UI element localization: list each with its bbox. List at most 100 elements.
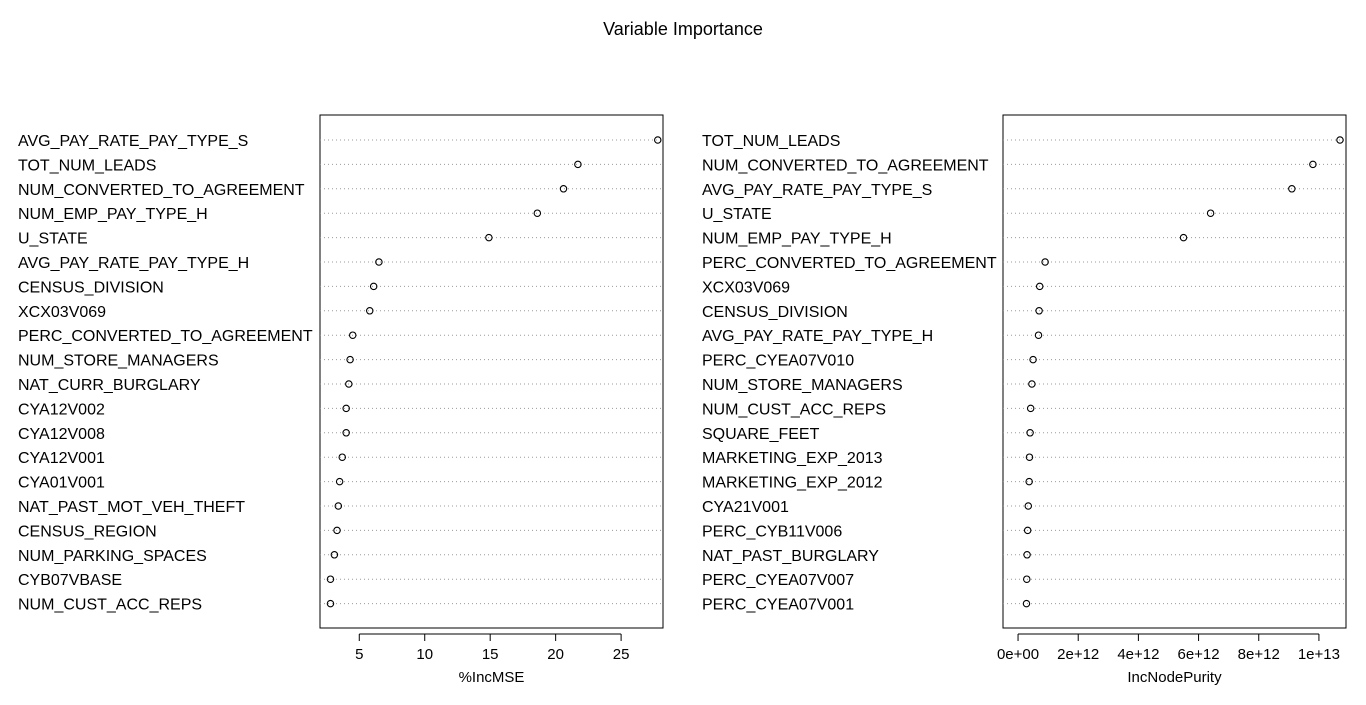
category-label: NUM_CONVERTED_TO_AGREEMENT [18, 182, 305, 199]
data-point [346, 355, 354, 364]
data-point [345, 380, 353, 388]
category-label: NUM_EMP_PAY_TYPE_H [18, 206, 208, 223]
category-label: CYA12V008 [18, 426, 105, 443]
panel-2: TOT_NUM_LEADS NUM_CONVERTED_TO_AGREEMENT A… [702, 114, 1347, 686]
category-label: AVG_PAY_RATE_PAY_TYPE_H [18, 255, 249, 272]
category-label: NUM_CONVERTED_TO_AGREEMENT [702, 157, 989, 174]
category-label: AVG_PAY_RATE_PAY_TYPE_S [702, 182, 932, 199]
category-label: AVG_PAY_RATE_PAY_TYPE_H [702, 328, 933, 345]
category-label: CYB07VBASE [18, 572, 122, 589]
x-axis-label: IncNodePurity [1127, 669, 1222, 686]
data-point [365, 307, 374, 315]
x-tick-label: 6e+12 [1177, 646, 1219, 663]
category-label: AVG_PAY_RATE_PAY_TYPE_S [18, 133, 248, 150]
category-label: U_STATE [18, 231, 88, 248]
x-tick-label: 25 [613, 646, 630, 663]
data-point [1309, 160, 1317, 169]
data-point [1034, 331, 1043, 339]
category-label: XCX03V069 [702, 279, 790, 296]
category-label: PERC_CYEA07V010 [702, 353, 854, 370]
data-point [1206, 209, 1215, 217]
data-point [1025, 477, 1033, 486]
data-point [1026, 429, 1034, 437]
category-label: CYA01V001 [18, 475, 105, 492]
category-label: CYA12V001 [18, 450, 105, 467]
data-point [1179, 233, 1188, 242]
data-point [369, 282, 378, 291]
data-point [1024, 502, 1033, 510]
data-point [485, 233, 493, 242]
plot-frame [1002, 114, 1347, 629]
x-axis-label: %IncMSE [459, 669, 525, 686]
category-label: U_STATE [702, 206, 772, 223]
data-point [330, 551, 339, 559]
data-point [1041, 258, 1049, 266]
panel-1: AVG_PAY_RATE_PAY_TYPE_S TOT_NUM_LEADS NUM_… [18, 114, 664, 686]
x-tick-label: 4e+12 [1117, 646, 1159, 663]
category-label: NAT_PAST_MOT_VEH_THEFT [18, 499, 245, 516]
x-tick-label: 10 [416, 646, 433, 663]
category-label: NUM_EMP_PAY_TYPE_H [702, 231, 892, 248]
data-point [574, 160, 582, 169]
x-tick-label: 0e+00 [997, 646, 1039, 663]
data-point [342, 429, 350, 437]
x-tick-label: 20 [547, 646, 564, 663]
category-label: NUM_STORE_MANAGERS [702, 377, 903, 394]
category-label: PERC_CYEA07V007 [702, 572, 854, 589]
data-point [334, 502, 343, 510]
data-point [1029, 355, 1037, 364]
plot-frame [319, 114, 664, 629]
data-point [1025, 453, 1034, 461]
data-point [654, 136, 662, 144]
category-label: MARKETING_EXP_2012 [702, 475, 883, 492]
data-point [1026, 404, 1035, 413]
data-point [1028, 380, 1036, 388]
category-label: NAT_CURR_BURGLARY [18, 377, 201, 394]
data-point [1023, 526, 1032, 535]
data-point [326, 599, 335, 608]
data-point [326, 575, 335, 583]
category-label: CYA21V001 [702, 499, 789, 516]
data-point [338, 453, 347, 461]
category-label: TOT_NUM_LEADS [18, 157, 156, 174]
category-label: PERC_CONVERTED_TO_AGREEMENT [18, 328, 313, 345]
x-tick-label: 1e+13 [1298, 646, 1340, 663]
category-label: CENSUS_DIVISION [18, 279, 164, 296]
x-tick-label: 8e+12 [1238, 646, 1280, 663]
category-label: NUM_CUST_ACC_REPS [18, 597, 202, 614]
category-label: PERC_CONVERTED_TO_AGREEMENT [702, 255, 997, 272]
category-label: NAT_PAST_BURGLARY [702, 548, 879, 565]
data-point [1035, 307, 1043, 315]
category-label: CENSUS_REGION [18, 523, 157, 540]
data-point [1288, 185, 1296, 193]
category-label: CENSUS_DIVISION [702, 304, 848, 321]
data-point [342, 404, 350, 413]
data-point [1336, 136, 1344, 144]
category-label: XCX03V069 [18, 304, 106, 321]
category-label: NUM_PARKING_SPACES [18, 548, 207, 565]
data-point [1022, 599, 1031, 608]
x-tick-label: 15 [482, 646, 499, 663]
category-label: NUM_CUST_ACC_REPS [702, 401, 886, 418]
category-label: CYA12V002 [18, 401, 105, 418]
category-label: MARKETING_EXP_2013 [702, 450, 883, 467]
data-point [335, 477, 344, 486]
data-point [375, 258, 383, 266]
category-label: PERC_CYB11V006 [702, 523, 842, 540]
data-point [1035, 282, 1044, 291]
category-label: SQUARE_FEET [702, 426, 820, 443]
chart-title: Variable Importance [603, 19, 763, 39]
panels: AVG_PAY_RATE_PAY_TYPE_S TOT_NUM_LEADS NUM_… [18, 114, 1347, 686]
x-tick-label: 2e+12 [1057, 646, 1099, 663]
x-tick-label: 5 [355, 646, 363, 663]
data-point [348, 331, 357, 339]
data-point [1023, 551, 1031, 559]
category-label: TOT_NUM_LEADS [702, 133, 840, 150]
category-label: PERC_CYEA07V001 [702, 597, 854, 614]
data-point [559, 185, 568, 193]
category-label: NUM_STORE_MANAGERS [18, 353, 219, 370]
data-point [333, 526, 341, 535]
data-point [1023, 575, 1031, 583]
data-point [533, 209, 542, 217]
